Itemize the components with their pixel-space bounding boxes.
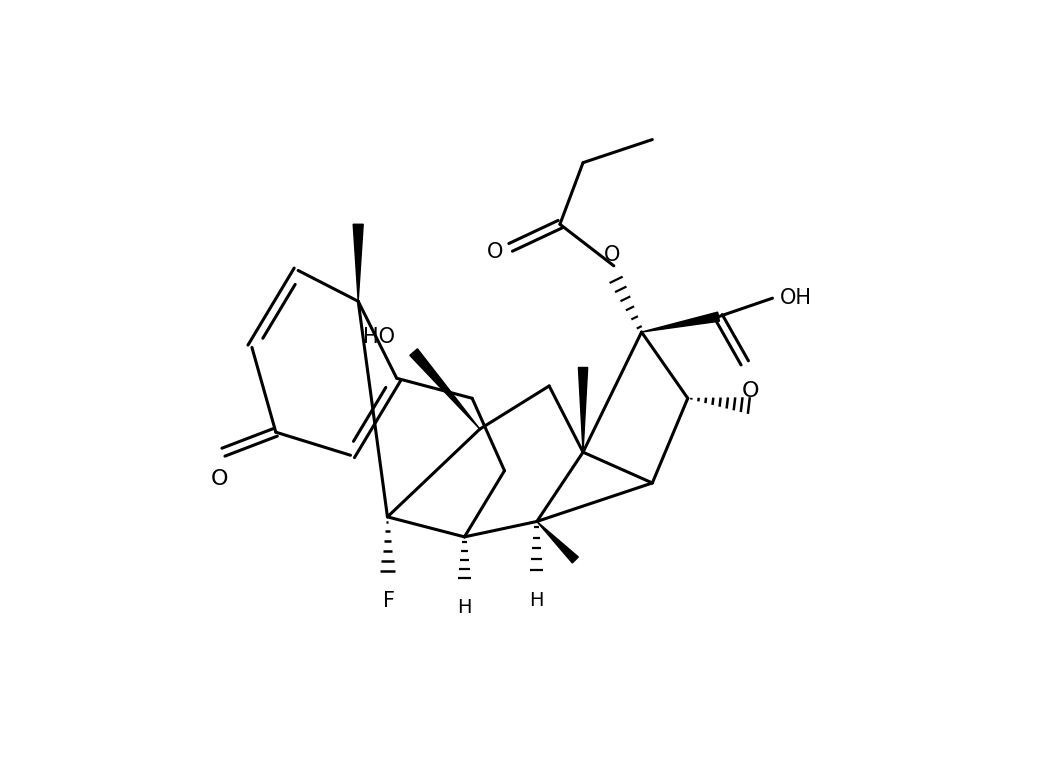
Polygon shape [579, 367, 587, 452]
Polygon shape [353, 224, 363, 301]
Polygon shape [409, 349, 480, 429]
Text: O: O [211, 469, 229, 489]
Polygon shape [641, 312, 719, 332]
Text: O: O [487, 242, 504, 262]
Text: HO: HO [363, 327, 395, 347]
Polygon shape [536, 521, 579, 563]
Text: F: F [383, 591, 395, 611]
Text: OH: OH [780, 288, 813, 308]
Text: O: O [604, 245, 620, 265]
Text: H: H [457, 598, 472, 618]
Text: O: O [742, 380, 760, 401]
Text: H: H [530, 591, 544, 610]
